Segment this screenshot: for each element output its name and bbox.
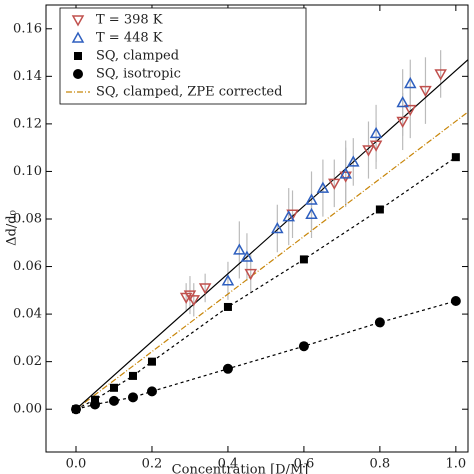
- series-line: [75, 156, 457, 410]
- marker: [316, 181, 330, 193]
- y-tick-label: 0.06: [13, 259, 42, 274]
- legend-label: T = 448 K: [96, 31, 163, 46]
- marker: [450, 296, 461, 307]
- marker: [339, 171, 352, 183]
- x-tick-label: 0.0: [66, 457, 87, 472]
- marker: [305, 207, 318, 219]
- legend-marker: [74, 52, 82, 60]
- y-tick-label: 0.08: [13, 211, 42, 226]
- marker: [403, 76, 417, 89]
- legend-marker: [71, 15, 85, 27]
- marker: [146, 386, 157, 397]
- legend-box: [59, 7, 307, 105]
- legend-marker: [71, 31, 85, 43]
- legend-label: SQ, clamped, ZPE corrected: [96, 85, 282, 100]
- marker: [362, 145, 375, 157]
- marker: [403, 104, 417, 117]
- marker: [282, 210, 295, 222]
- marker: [127, 392, 138, 403]
- series-line: [75, 111, 468, 410]
- marker: [223, 302, 232, 311]
- y-tick-label: 0.10: [13, 164, 42, 179]
- marker: [374, 317, 385, 328]
- marker: [222, 363, 233, 374]
- marker: [451, 153, 460, 162]
- marker: [128, 371, 137, 380]
- marker: [244, 268, 258, 281]
- legend-label: T = 398 K: [96, 13, 163, 28]
- x-tick-label: 0.2: [142, 457, 163, 472]
- y-tick-label: 0.16: [13, 21, 42, 36]
- x-tick-label: 0.8: [370, 457, 391, 472]
- marker: [187, 295, 201, 307]
- y-tick-label: 0.04: [13, 307, 42, 322]
- y-tick-label: 0.00: [13, 402, 42, 417]
- x-tick-label: 1.0: [446, 457, 467, 472]
- x-axis-label: Concentration [D/M]: [172, 463, 309, 474]
- x-tick-label: 0.4: [218, 457, 239, 472]
- y-tick-label: 0.02: [13, 354, 42, 369]
- marker: [328, 178, 341, 190]
- marker: [339, 167, 352, 179]
- marker: [147, 357, 156, 366]
- marker: [221, 274, 235, 286]
- marker: [396, 116, 409, 129]
- legend-label: SQ, clamped: [96, 49, 179, 64]
- x-tick-label: 0.6: [294, 457, 315, 472]
- marker: [89, 399, 100, 410]
- marker: [347, 155, 360, 167]
- plot-frame: [45, 4, 469, 453]
- legend-label: SQ, isotropic: [96, 67, 181, 82]
- marker: [271, 221, 284, 234]
- marker: [369, 140, 383, 152]
- y-tick-label: 0.14: [13, 69, 42, 84]
- marker: [419, 85, 432, 98]
- marker: [434, 69, 447, 81]
- y-tick-label: 0.12: [13, 116, 42, 131]
- marker: [298, 341, 309, 352]
- marker: [233, 243, 246, 255]
- marker: [198, 283, 212, 295]
- marker: [108, 395, 119, 406]
- marker: [71, 404, 82, 415]
- marker: [396, 95, 409, 108]
- marker: [109, 383, 118, 392]
- legend-marker: [73, 69, 83, 79]
- marker: [369, 126, 383, 139]
- marker: [299, 255, 308, 264]
- marker: [375, 205, 384, 214]
- y-axis-label: Δd/d₀: [5, 210, 20, 246]
- marker: [305, 193, 318, 205]
- marker: [240, 250, 254, 262]
